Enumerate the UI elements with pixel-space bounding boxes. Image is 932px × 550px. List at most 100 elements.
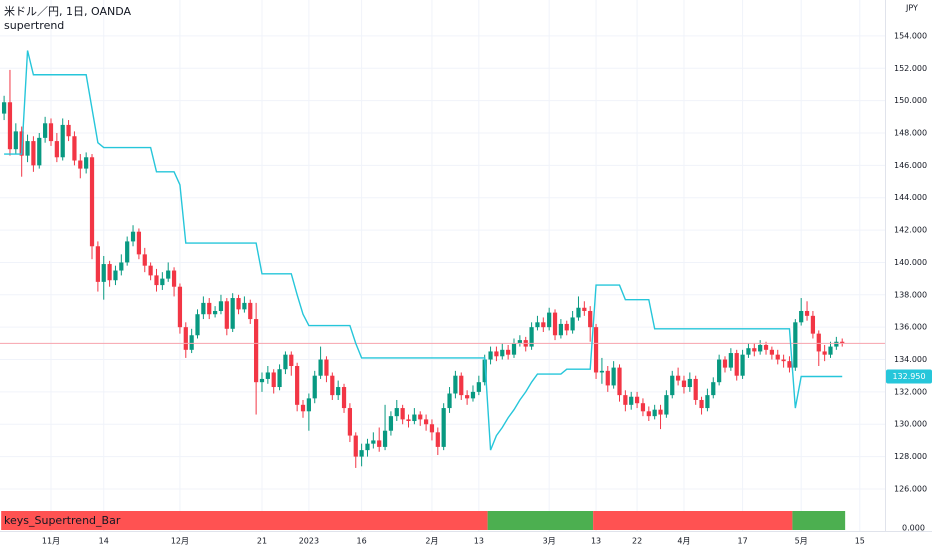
candle-body xyxy=(617,367,622,396)
trend-segment xyxy=(792,511,846,530)
candle-body xyxy=(166,270,171,279)
price-badge-label: 132.950 xyxy=(892,372,925,381)
candle-body xyxy=(48,123,54,142)
supertrend-line xyxy=(4,50,843,451)
candle-body xyxy=(623,395,628,405)
candle-body xyxy=(177,286,183,328)
candle-body xyxy=(658,409,663,415)
candle-body xyxy=(429,424,435,433)
candle-body xyxy=(570,317,575,331)
candle-body xyxy=(195,314,200,336)
candle-body xyxy=(377,440,382,447)
candle-body xyxy=(66,124,71,137)
x-tick-label: 14 xyxy=(99,537,109,546)
candle-body xyxy=(382,430,388,447)
x-tick-label: 12月 xyxy=(171,537,189,546)
candle-body xyxy=(840,341,845,344)
candle-body xyxy=(72,136,77,161)
trend-segment xyxy=(487,511,594,530)
candle-body xyxy=(541,322,546,328)
candle-body xyxy=(816,333,821,352)
panel-tick-label: 0.000 xyxy=(902,524,925,533)
candle-body xyxy=(687,378,692,388)
candle-body xyxy=(763,344,769,350)
candle-body xyxy=(652,409,657,417)
y-tick-label: 134.000 xyxy=(894,355,927,364)
x-tick-label: 13 xyxy=(474,537,484,546)
y-tick-label: 136.000 xyxy=(894,323,927,332)
candle-body xyxy=(453,375,458,394)
candle-body xyxy=(212,310,218,315)
x-tick-label: 13 xyxy=(591,537,601,546)
candle-body xyxy=(1,102,7,114)
candle-body xyxy=(289,354,294,366)
x-tick-label: 15 xyxy=(855,537,865,546)
y-tick-label: 152.000 xyxy=(894,64,927,73)
y-tick-label: 144.000 xyxy=(894,193,927,202)
candle-body xyxy=(699,399,704,409)
currency-label: JPY xyxy=(905,4,918,13)
candle-body xyxy=(634,396,640,404)
y-tick-label: 142.000 xyxy=(894,226,927,235)
x-tick-label: 3月 xyxy=(543,537,556,546)
candle-body xyxy=(640,403,646,412)
y-tick-label: 138.000 xyxy=(894,290,927,299)
candle-body xyxy=(89,157,95,247)
candle-body xyxy=(353,435,358,457)
candle-body xyxy=(441,408,446,447)
candle-body xyxy=(248,302,253,320)
candle-body xyxy=(588,310,593,328)
candle-body xyxy=(236,298,241,310)
candle-body xyxy=(459,375,464,396)
candle-body xyxy=(593,327,599,373)
candle-body xyxy=(722,359,728,368)
candle-body xyxy=(189,335,194,350)
candle-body xyxy=(142,254,147,266)
candle-body xyxy=(347,408,353,436)
candle-body xyxy=(218,301,224,311)
candle-body xyxy=(312,375,317,399)
candle-body xyxy=(101,264,106,282)
candle-body xyxy=(148,265,153,276)
candle-body xyxy=(629,396,634,405)
candle-body xyxy=(582,307,587,311)
candle-body xyxy=(295,365,300,405)
candle-body xyxy=(154,275,159,286)
candle-body xyxy=(43,123,48,138)
candle-body xyxy=(552,312,558,336)
candle-body xyxy=(95,246,100,282)
candle-body xyxy=(107,264,112,281)
candle-body xyxy=(136,231,142,255)
candle-body xyxy=(447,393,452,409)
candle-body xyxy=(670,375,675,396)
x-tick-label: 2023 xyxy=(299,537,319,546)
candle-body xyxy=(675,375,681,381)
candle-body xyxy=(394,408,399,417)
grid xyxy=(0,0,885,531)
marks xyxy=(0,50,885,530)
candle-body xyxy=(793,322,798,368)
candle-body xyxy=(664,395,669,415)
candle-body xyxy=(494,351,499,357)
candle-body xyxy=(810,315,816,334)
candle-body xyxy=(277,369,282,388)
candle-body xyxy=(482,359,487,383)
candle-body xyxy=(804,310,810,316)
candle-body xyxy=(418,414,423,420)
x-tick-label: 2月 xyxy=(425,537,438,546)
candle-body xyxy=(84,157,89,169)
candle-body xyxy=(160,278,165,286)
panel-title: keys_Supertrend_Bar xyxy=(4,514,121,527)
candle-body xyxy=(465,395,470,399)
candle-body xyxy=(324,359,329,376)
candle-body xyxy=(330,375,335,396)
candle-body xyxy=(371,440,376,444)
candle-body xyxy=(130,231,136,242)
candle-body xyxy=(787,361,792,368)
candle-body xyxy=(752,348,757,352)
candle-body xyxy=(711,382,716,396)
candle-body xyxy=(388,416,394,431)
candle-body xyxy=(488,351,493,360)
candle-body xyxy=(799,310,804,323)
candle-body xyxy=(13,131,18,150)
